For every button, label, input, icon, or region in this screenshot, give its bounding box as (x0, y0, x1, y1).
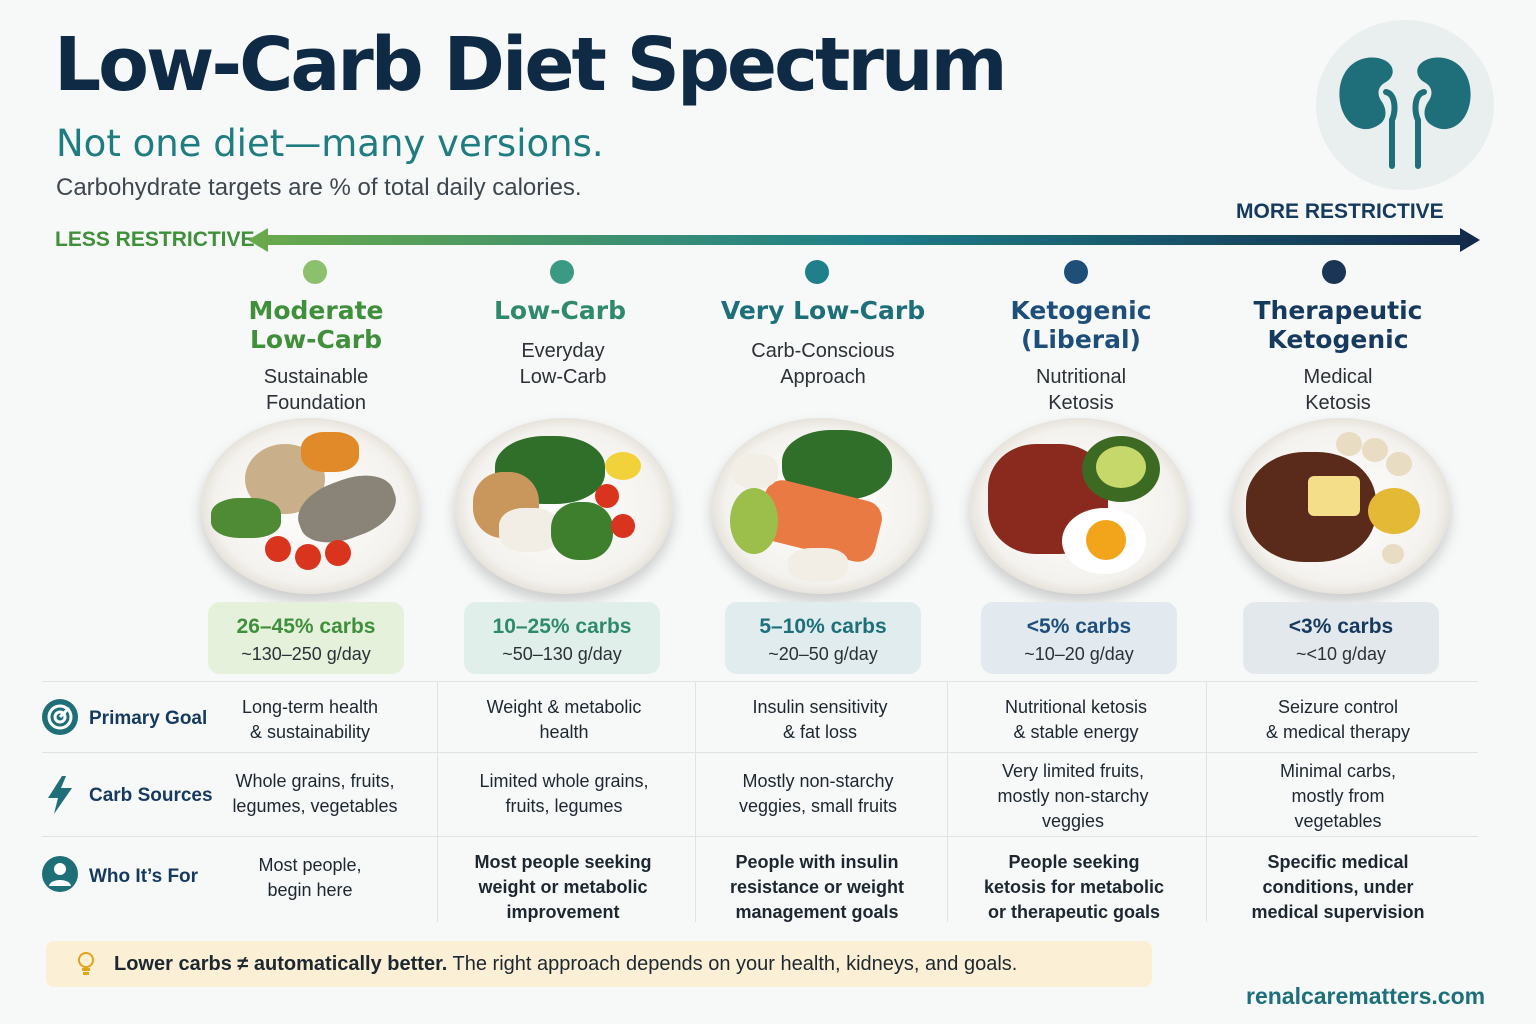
lightning-icon (46, 776, 74, 814)
diet-name: Low-Carb (493, 296, 627, 325)
spectrum-dot (303, 260, 327, 284)
primary-goal-cell: Seizure control & medical therapy (1265, 697, 1411, 742)
carb-sources-cell: Very limited fruits, mostly non-starchy ve… (997, 761, 1149, 831)
diet-name: Moderate Low-Carb (248, 296, 384, 354)
page-title: Low-Carb Diet Spectrum (54, 22, 1008, 108)
carb-target-box: <5% carbs ~10–20 g/day (981, 602, 1177, 674)
row-label-primary-goal: Primary Goal (89, 708, 208, 729)
tip-banner (46, 941, 1152, 987)
primary-goal-cell: Nutritional ketosis & stable energy (1004, 697, 1148, 742)
column-divider (437, 682, 438, 922)
table-divider (42, 752, 1478, 753)
primary-goal-cell: Weight & metabolic health (486, 697, 642, 742)
carb-sources-cell: Whole grains, fruits, legumes, vegetables (232, 771, 398, 816)
diet-name: Ketogenic (Liberal) (1010, 296, 1152, 354)
primary-goal-cell: Long-term health & sustainability (241, 697, 379, 742)
food-plate-image (712, 418, 930, 594)
food-plate-image (1232, 418, 1450, 594)
carb-note: Carbohydrate targets are % of total dail… (56, 174, 582, 201)
carb-target-box: 10–25% carbs ~50–130 g/day (464, 602, 660, 674)
kidney-badge (1316, 20, 1494, 190)
who-for-cell: Most people seeking weight or metabolic im… (474, 852, 652, 922)
food-plate-image (970, 418, 1188, 594)
table-divider (42, 836, 1478, 837)
tip-text: Lower carbs ≠ automatically better. The … (114, 953, 1018, 975)
primary-goal-cell: Insulin sensitivity & fat loss (752, 697, 888, 742)
more-restrictive-label: MORE RESTRICTIVE (1236, 200, 1444, 223)
diet-descriptor: Sustainable Foundation (263, 366, 369, 414)
page-subtitle: Not one diet—many versions. (56, 122, 604, 165)
diet-descriptor: Medical Ketosis (1303, 366, 1373, 414)
carb-sources-cell: Limited whole grains, fruits, legumes (479, 771, 649, 816)
row-label-who-for: Who It’s For (89, 866, 199, 887)
column-divider (947, 682, 948, 922)
diet-descriptor: Carb-Conscious Approach (751, 340, 895, 388)
site-url: renalcarematters.com (1246, 983, 1486, 1009)
column-divider (1206, 682, 1207, 922)
column-divider (695, 682, 696, 922)
person-icon (42, 856, 78, 892)
restriction-spectrum-arrow (248, 228, 1480, 252)
target-icon (42, 699, 78, 735)
who-for-cell: Specific medical conditions, under medical… (1251, 852, 1425, 922)
kidneys-icon (1339, 57, 1471, 169)
spectrum-dot (805, 260, 829, 284)
diet-name: Therapeutic Ketogenic (1253, 296, 1423, 354)
who-for-cell: People with insulin resistance or weight m… (729, 852, 905, 922)
spectrum-dot (1064, 260, 1088, 284)
carb-target-box: 5–10% carbs ~20–50 g/day (725, 602, 921, 674)
diet-name: Very Low-Carb (720, 296, 926, 325)
diet-descriptor: Everyday Low-Carb (519, 340, 607, 388)
lightbulb-icon (74, 950, 98, 978)
diet-descriptor: Nutritional Ketosis (1035, 366, 1127, 414)
carb-sources-cell: Mostly non-starchy veggies, small fruits (738, 771, 898, 816)
table-divider (42, 681, 1478, 682)
row-label-carb-sources: Carb Sources (89, 785, 213, 806)
spectrum-dot (1322, 260, 1346, 284)
spectrum-dot (550, 260, 574, 284)
less-restrictive-label: LESS RESTRICTIVE (55, 228, 255, 251)
carb-target-box: <3% carbs ~<10 g/day (1243, 602, 1439, 674)
who-for-cell: Most people, begin here (258, 855, 362, 900)
food-plate-image (455, 418, 673, 594)
carb-target-box: 26–45% carbs ~130–250 g/day (208, 602, 404, 674)
food-plate-image (201, 418, 419, 594)
who-for-cell: People seeking ketosis for metabolic or th… (983, 852, 1165, 922)
carb-sources-cell: Minimal carbs, mostly from vegetables (1279, 761, 1397, 831)
